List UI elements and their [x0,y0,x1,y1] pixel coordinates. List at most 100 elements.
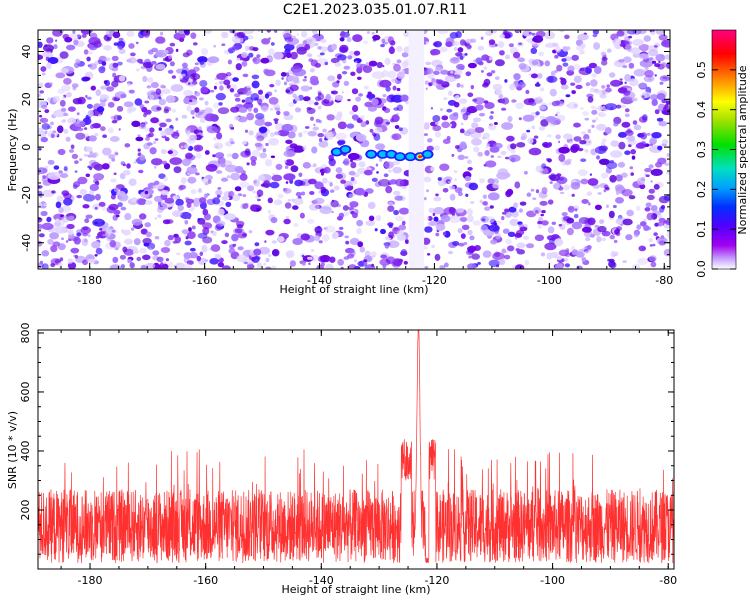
speckle [441,115,449,121]
speckle [60,107,67,112]
speckle [387,205,395,212]
speckle [226,175,231,179]
speckle [654,222,659,227]
speckle [217,208,225,216]
speckle [215,92,226,101]
speckle [149,127,155,133]
speckle [458,98,468,104]
speckle [319,206,333,215]
speckle [307,100,315,105]
speckle [300,233,311,241]
speckle [254,118,265,126]
speckle [277,236,285,243]
speckle [275,163,283,170]
speckle [489,205,494,209]
speckle [313,235,321,242]
speckle [186,166,198,175]
speckle [592,119,596,123]
speckle [650,180,653,183]
speckle [390,98,394,102]
speckle [324,61,329,66]
speckle [292,68,307,77]
speckle [283,81,288,86]
speckle [77,176,88,185]
speckle [281,77,284,80]
speckle [251,149,261,157]
speckle [514,264,525,269]
speckle [391,114,400,123]
speckle [499,34,505,39]
speckle [500,98,506,104]
speckle [505,238,512,245]
speckle [615,191,620,195]
speckle [107,101,115,108]
speckle [632,38,644,47]
speckle [400,250,408,256]
speckle [178,30,185,35]
speckle [318,138,323,142]
speckle [541,163,547,170]
speckle [123,169,131,176]
speckle [530,47,538,54]
speckle [601,172,608,179]
speckle [322,128,327,133]
speckle [458,191,463,197]
speckle [65,136,71,142]
heatmap-hotspot [330,147,343,157]
speckle [460,233,466,239]
speckle [67,261,77,269]
speckle [122,163,127,167]
speckle [199,251,204,257]
speckle [90,124,95,130]
speckle [425,61,432,66]
speckle [197,232,208,239]
speckle [186,202,192,209]
speckle [224,213,236,221]
speckle [57,148,66,156]
speckle [571,221,583,230]
speckle [59,99,66,107]
speckle [349,50,355,55]
speckle [184,30,190,36]
speckle [111,67,119,72]
speckle [84,76,91,81]
speckle [239,181,250,188]
speckle [128,89,135,94]
speckle [329,256,336,263]
speckle [38,82,44,89]
speckle [384,244,390,249]
speckle [156,256,164,263]
speckle [325,263,334,269]
speckle [40,210,48,217]
speckle [214,223,222,232]
speckle [395,178,405,187]
speckle [309,191,315,195]
speckle [176,252,181,256]
speckle [190,247,196,252]
speckle [588,202,591,206]
speckle [392,166,403,174]
speckle [181,158,191,167]
speckle [539,87,545,92]
speckle [368,60,378,67]
speckle [255,113,265,120]
speckle [371,177,378,182]
speckle [600,51,607,56]
speckle [317,54,322,58]
speckle [172,195,180,200]
speckle [586,245,592,250]
speckle [113,114,121,122]
speckle [153,195,164,203]
speckle [300,85,311,92]
speckle [534,234,545,242]
speckle [309,68,315,73]
speckle [245,45,250,51]
speckle [229,153,233,157]
speckle [398,127,403,131]
speckle [351,88,359,95]
speckle [376,61,383,69]
speckle [241,99,246,103]
speckle [275,79,281,86]
speckle [485,30,494,36]
speckle [194,62,199,66]
